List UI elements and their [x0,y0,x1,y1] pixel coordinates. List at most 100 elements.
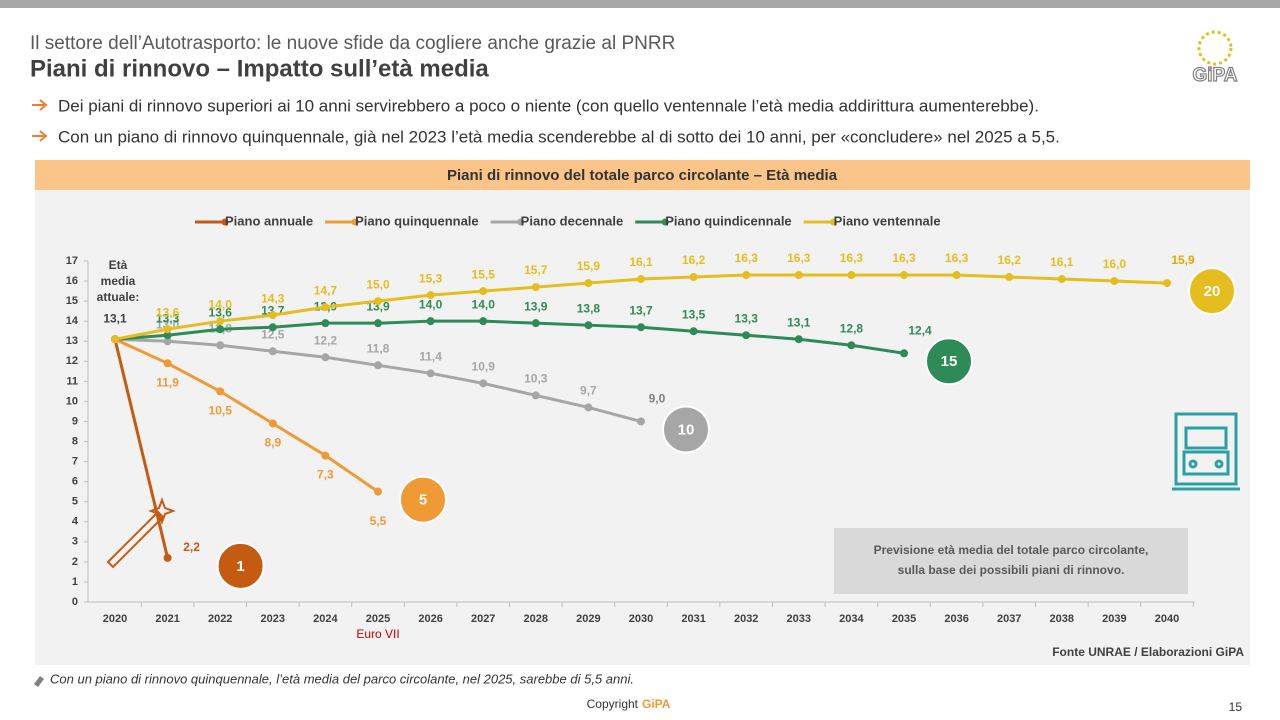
x-tick-label: 2025 [366,613,390,625]
value-label: 9,7 [580,384,597,398]
point [742,271,751,280]
footer-note: Con un piano di rinnovo quinquennale, l’… [50,671,634,686]
x-tick-label: 2039 [1102,613,1126,625]
value-label: 15,3 [419,271,443,285]
value-label: 13,6 [156,305,180,319]
y-tick-label: 4 [72,516,79,528]
y-tick-label: 9 [72,415,78,427]
slide-title: Piani di rinnovo – Impatto sull’età medi… [30,55,489,82]
value-label: 12,8 [840,321,864,335]
x-tick-label: 2023 [261,613,285,625]
point [374,297,382,306]
x-tick-label: 2021 [155,613,179,625]
badge [662,405,710,454]
note-icon [34,676,44,687]
point [584,321,593,330]
y-tick-label: 10 [66,395,78,407]
value-label: 13,3 [735,311,759,325]
point [900,349,908,358]
value-label: 14,0 [472,297,496,311]
value-label: 10,3 [524,372,548,386]
point [900,271,908,280]
x-tick-label: 2024 [313,613,338,625]
point [268,323,277,332]
point [163,337,172,346]
truck-icon [1172,412,1240,491]
value-label: 15,5 [472,267,496,281]
value-label: 16,1 [1050,255,1074,269]
point [952,271,961,280]
point [847,341,856,350]
badge-label: 1 [236,558,244,575]
point [584,403,593,412]
value-label: 14,0 [209,297,233,311]
value-label: 13,1 [787,315,811,329]
value-label: 16,3 [945,251,969,265]
value-label: 10,9 [472,360,496,374]
point [531,283,540,292]
x-tick-label: 2022 [208,613,232,625]
badge-label: 5 [419,492,427,509]
page-number: 15 [1229,700,1243,714]
badge-label: 10 [678,421,695,438]
value-label: 16,1 [629,255,653,269]
logo-text: GiPA [1192,65,1237,86]
x-tick-label: 2036 [944,613,968,625]
y-tick-label: 7 [72,455,78,467]
x-tick-label: 2026 [418,613,442,625]
point [479,287,488,296]
note-box [834,528,1188,594]
x-tick-label: 2029 [576,613,600,625]
value-label: 16,0 [1103,257,1127,271]
point [163,331,172,340]
point [111,335,119,344]
point [1163,279,1171,288]
point [374,319,382,328]
point [268,347,277,356]
series-line [114,337,379,493]
y-tick-label: 0 [72,596,78,608]
value-label: 14,3 [261,291,285,305]
y-tick-label: 5 [72,496,78,508]
value-label: 15,9 [1171,253,1195,267]
note-text: Previsione età media del totale parco ci… [874,543,1149,557]
y-tick-label: 13 [66,335,78,347]
bullet-icons [32,99,48,142]
point [637,323,645,332]
note-text: sulla base dei possibili piani di rinnov… [898,563,1125,577]
value-label: 13,1 [103,311,127,325]
point [531,319,540,328]
point [321,319,330,328]
value-label: 16,2 [682,253,706,267]
value-label: 13,9 [524,299,548,313]
x-tick-label: 2028 [524,613,548,625]
point [794,271,803,280]
value-label: 12,2 [314,333,338,347]
point [794,335,803,344]
legend-label: Piano quindicennale [665,213,791,228]
point [689,327,698,336]
x-tick-label: 2031 [681,613,705,625]
point [847,271,856,280]
y-tick-label: 8 [72,435,78,447]
point [268,311,277,320]
legend-dot [351,218,359,226]
bullet: Dei piani di rinnovo superiori ai 10 ann… [58,96,1039,115]
slide-subtitle: Il settore dell’Autotrasporto: le nuove … [30,33,675,54]
value-label: 15,7 [524,263,548,277]
top-bar [0,0,1280,8]
legend-dot [517,218,525,226]
legend-label: Piano ventennale [834,213,941,228]
y-tick-label: 17 [66,255,78,267]
value-label: 13,5 [682,307,706,321]
logo: GiPA [1192,30,1238,87]
point [1005,273,1014,282]
point [1057,275,1066,284]
value-label: 8,9 [264,436,281,450]
bullet: Con un piano di rinnovo quinquennale, gi… [58,127,1060,146]
x-tick-label: 2027 [471,613,495,625]
value-label: 14,7 [314,283,338,297]
value-label: 15,9 [577,259,601,273]
point [268,419,277,428]
